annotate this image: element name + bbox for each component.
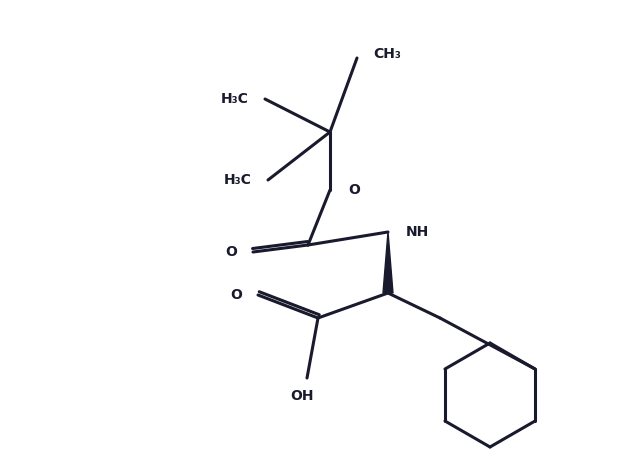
Text: OH: OH xyxy=(291,389,314,403)
Polygon shape xyxy=(383,232,393,293)
Text: H₃C: H₃C xyxy=(221,92,249,106)
Text: CH₃: CH₃ xyxy=(373,47,401,61)
Text: O: O xyxy=(348,183,360,197)
Text: NH: NH xyxy=(406,225,429,239)
Text: O: O xyxy=(230,288,242,302)
Text: H₃C: H₃C xyxy=(224,173,252,187)
Text: O: O xyxy=(225,245,237,259)
